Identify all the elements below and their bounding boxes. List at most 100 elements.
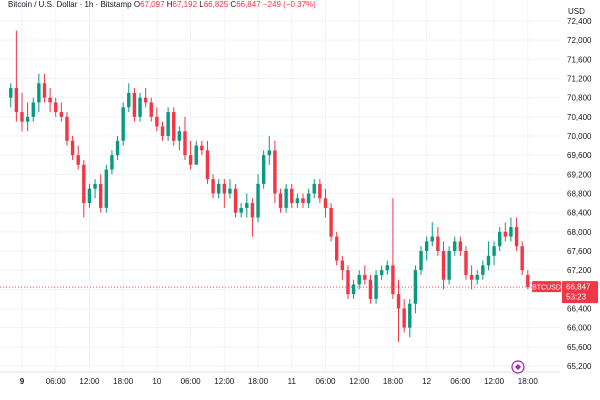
candle[interactable] [340,255,345,280]
candle[interactable] [436,227,440,256]
candle[interactable] [31,97,35,122]
candle[interactable] [486,241,491,271]
candle[interactable] [475,270,479,285]
candle[interactable] [115,136,120,160]
candle[interactable] [346,265,350,299]
candle[interactable] [256,174,260,223]
candle[interactable] [155,107,159,132]
candle[interactable] [301,193,305,208]
candle[interactable] [357,270,361,290]
candle[interactable] [424,236,429,261]
candle[interactable] [194,140,198,165]
candle[interactable] [441,241,446,290]
candle[interactable] [172,107,176,146]
candle[interactable] [183,116,187,160]
candle[interactable] [166,107,170,141]
candle[interactable] [351,279,356,299]
candle[interactable] [290,183,294,208]
candle[interactable] [335,231,339,266]
candle[interactable] [87,183,92,208]
candle-body [469,274,474,280]
candle[interactable] [110,150,114,175]
candle[interactable] [402,298,406,333]
candle[interactable] [250,198,255,237]
candle[interactable] [93,179,97,199]
candle[interactable] [205,140,210,184]
price-tag-countdown: 53:23 [566,293,587,302]
candle[interactable] [391,198,395,299]
candle[interactable] [453,236,457,256]
candle[interactable] [469,265,474,290]
candle[interactable] [138,92,142,122]
candle[interactable] [127,83,131,113]
candle[interactable] [430,222,434,247]
candle[interactable] [408,298,412,338]
candle[interactable] [211,174,215,199]
candle[interactable] [514,217,519,251]
candle[interactable] [278,188,283,213]
time-axis[interactable]: 9 06:00 12:00 18:00 10 06:00 12:00 18:00 11 06:00… [0,371,560,386]
candle[interactable] [20,92,24,132]
candle[interactable] [121,102,125,146]
candle[interactable] [419,246,423,275]
candle[interactable] [503,222,508,242]
candle[interactable] [14,30,19,122]
candle[interactable] [267,136,271,165]
candle[interactable] [82,159,86,218]
candle[interactable] [329,203,333,242]
candle[interactable] [413,265,418,314]
candle[interactable] [458,236,463,256]
candle[interactable] [239,203,243,218]
candle[interactable] [368,274,373,304]
candle[interactable] [363,265,367,285]
candle[interactable] [42,73,47,103]
candle[interactable] [492,241,496,266]
candle[interactable] [379,265,384,280]
candle[interactable] [59,102,64,122]
candle[interactable] [25,102,30,132]
candle[interactable] [217,179,221,199]
candle[interactable] [177,126,182,151]
candle[interactable] [65,112,69,146]
candle[interactable] [70,136,75,160]
candle[interactable] [464,246,468,280]
candle[interactable] [160,121,165,141]
candle[interactable] [323,188,328,218]
candle[interactable] [447,246,451,285]
candle[interactable] [245,193,249,218]
candle[interactable] [132,88,137,122]
candle[interactable] [233,183,238,218]
candles-layer[interactable] [9,30,530,343]
candle[interactable] [48,88,52,113]
candle[interactable] [222,179,227,208]
candle[interactable] [374,270,378,304]
candle[interactable] [261,150,266,189]
candle[interactable] [273,140,277,204]
candle[interactable] [143,88,148,108]
candle[interactable] [526,270,530,290]
replay-icon[interactable] [511,360,525,374]
candle[interactable] [9,83,13,108]
candle[interactable] [509,217,513,242]
candle[interactable] [385,260,389,275]
candle[interactable] [284,183,288,213]
candle[interactable] [228,179,232,199]
candle[interactable] [200,140,204,156]
candle[interactable] [188,140,193,170]
candle[interactable] [54,97,58,117]
candle[interactable] [520,241,524,275]
candle[interactable] [396,279,401,343]
candle[interactable] [37,73,41,113]
candle[interactable] [76,145,80,170]
candle[interactable] [149,97,153,122]
candle[interactable] [98,174,103,213]
candle[interactable] [312,179,316,199]
candle[interactable] [306,188,311,208]
candle[interactable] [481,260,485,280]
candle[interactable] [295,193,300,208]
candle[interactable] [104,164,108,213]
candle[interactable] [318,179,322,204]
candle[interactable] [498,227,502,251]
